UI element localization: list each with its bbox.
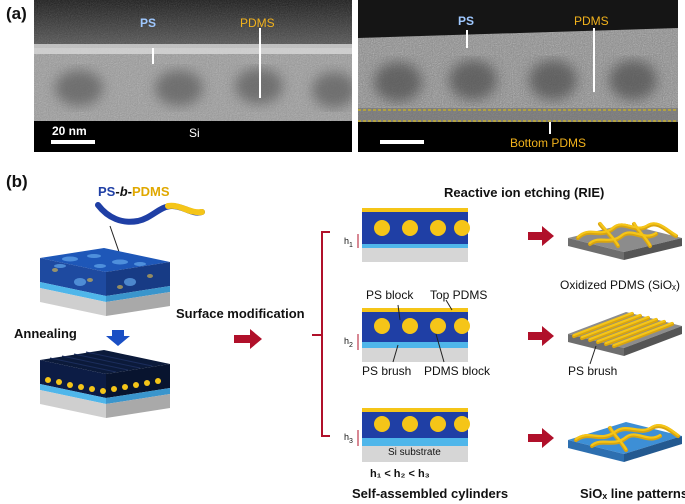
bottom-pdms-label: Bottom PDMS bbox=[510, 136, 587, 150]
tem-right-pdms-label: PDMS bbox=[574, 14, 609, 28]
pdms-block-label: PDMS block bbox=[424, 364, 491, 378]
top-pdms-label: Top PDMS bbox=[430, 288, 488, 302]
tem-right-ps-label: PS bbox=[458, 14, 475, 28]
h1-label-h: h bbox=[344, 236, 350, 246]
annealing-arrow bbox=[106, 330, 130, 346]
siox-lines-label: SiOₓ line patterns bbox=[580, 486, 685, 501]
h2-label: h2 bbox=[344, 336, 353, 349]
h2-label-sub: 2 bbox=[349, 341, 353, 349]
h1-label: h1 bbox=[344, 236, 353, 249]
ps-brush-label: PS brush bbox=[362, 364, 412, 378]
result-pattern-3 bbox=[568, 422, 682, 462]
copolymer-sep1: - bbox=[115, 184, 120, 199]
bracket bbox=[321, 231, 330, 437]
ps-brush-right-label: PS brush bbox=[568, 364, 618, 378]
scale-bar-label: 20 nm bbox=[52, 124, 87, 138]
h1-label-sub: 1 bbox=[349, 241, 353, 249]
tem-left-ps-label: PS bbox=[140, 16, 157, 30]
inequality-label: h₁ < h₂ < h₃ bbox=[370, 468, 430, 480]
rie-arrow-3 bbox=[528, 428, 554, 448]
cross-section-1 bbox=[357, 208, 470, 262]
annealing-label: Annealing bbox=[14, 326, 77, 341]
cross-section-2 bbox=[357, 299, 470, 363]
h3-label: h3 bbox=[344, 432, 353, 445]
rie-arrow-1 bbox=[528, 226, 554, 246]
tem-left-si-label: Si bbox=[189, 126, 200, 140]
h3-label-sub: 3 bbox=[349, 437, 353, 445]
panel-b-label: (b) bbox=[6, 172, 28, 191]
rie-arrow-2 bbox=[528, 326, 554, 346]
tem-image-right: PS PDMS Bottom PDMS bbox=[358, 0, 678, 152]
rie-title: Reactive ion etching (RIE) bbox=[444, 185, 605, 200]
copolymer-b: b bbox=[119, 184, 128, 199]
self-assembled-label: Self-assembled cylinders bbox=[352, 486, 509, 501]
surface-mod-arrow bbox=[234, 329, 262, 349]
copolymer-ps: PS bbox=[98, 184, 116, 199]
h3-label-h: h bbox=[344, 432, 350, 442]
surface-modification-label: Surface modification bbox=[176, 306, 305, 321]
scale-bar-left bbox=[51, 140, 95, 144]
h2-label-h: h bbox=[344, 336, 350, 346]
scale-bar-right bbox=[380, 140, 424, 144]
ps-block-label: PS block bbox=[366, 288, 414, 302]
oxidized-pdms-label: Oxidized PDMS (SiOₓ) bbox=[560, 278, 680, 292]
si-substrate-label: Si substrate bbox=[388, 447, 441, 458]
copolymer-pdms: PDMS bbox=[131, 184, 170, 199]
cross-section-3 bbox=[357, 408, 470, 462]
tem-left-pdms-label: PDMS bbox=[240, 16, 275, 30]
film-ordered bbox=[40, 350, 170, 418]
result-pattern-1 bbox=[568, 221, 682, 260]
tem-image-left: PS PDMS 20 nm Si bbox=[34, 0, 352, 152]
copolymer-sep2: - bbox=[127, 184, 132, 199]
copolymer-label: PS-b-PDMS bbox=[98, 184, 170, 199]
panel-a-label: (a) bbox=[6, 4, 27, 23]
result-pattern-2 bbox=[568, 311, 682, 365]
film-disordered bbox=[40, 248, 170, 316]
pdms-chain bbox=[165, 202, 205, 216]
